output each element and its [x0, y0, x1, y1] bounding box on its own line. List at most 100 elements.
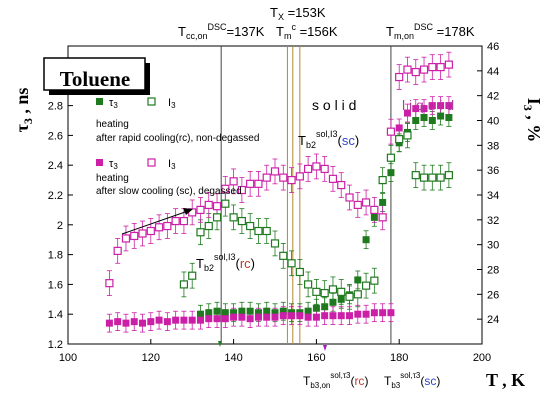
- data-point-I3-rc: [337, 287, 346, 296]
- data-point-I3-sc: [138, 229, 147, 238]
- data-point-τ3-rc: [238, 307, 246, 315]
- y-right-tick-label: 36: [487, 165, 499, 177]
- data-point-τ3-rc: [221, 309, 229, 317]
- tb3-sc-label: Tb3sol,τ3(sc): [384, 371, 440, 390]
- data-point-τ3-sc: [205, 315, 213, 323]
- data-point-τ3-rc: [412, 117, 420, 124]
- legend-tau-sc-label: τ3: [109, 158, 118, 171]
- data-point-τ3-sc: [354, 310, 362, 318]
- data-point-τ3-sc: [379, 309, 387, 317]
- data-point-τ3-sc: [263, 313, 271, 321]
- data-point-I3-sc: [411, 67, 420, 77]
- data-point-I3-rc: [295, 267, 304, 277]
- legend-i3-sc-marker: [147, 158, 156, 167]
- data-point-I3-rc: [237, 216, 246, 226]
- data-point-τ3-sc: [387, 309, 395, 317]
- data-point-τ3-sc: [288, 312, 296, 320]
- data-point-τ3-rc: [445, 114, 453, 122]
- liquid-label: l i q u i d: [402, 97, 454, 113]
- data-point-I3-rc: [246, 221, 255, 231]
- data-point-I3-sc: [403, 65, 412, 74]
- data-point-τ3-rc: [312, 304, 320, 312]
- data-point-I3-rc: [328, 285, 338, 294]
- data-point-τ3-sc: [346, 312, 354, 320]
- data-point-I3-sc: [295, 172, 304, 181]
- tx-annotation: TX =153K: [270, 5, 326, 22]
- data-point-I3-sc: [105, 279, 114, 288]
- data-point-I3-rc: [312, 287, 321, 296]
- data-point-I3-rc: [419, 173, 429, 182]
- data-point-I3-sc: [428, 63, 437, 72]
- data-point-I3-rc: [345, 292, 354, 301]
- data-point-τ3-sc: [188, 316, 196, 324]
- data-point-τ3-sc: [279, 312, 287, 320]
- data-point-I3-rc: [262, 226, 271, 236]
- data-point-I3-sc: [146, 226, 155, 236]
- data-point-I3-rc: [287, 259, 296, 268]
- data-point-I3-sc: [436, 63, 445, 72]
- data-point-I3-rc: [254, 226, 263, 236]
- data-point-I3-sc: [179, 216, 189, 226]
- data-point-τ3-sc: [403, 109, 411, 117]
- data-point-τ3-sc: [139, 319, 147, 327]
- data-point-I3-sc: [196, 205, 205, 214]
- data-point-τ3-rc: [271, 309, 279, 317]
- data-point-I3-sc: [130, 231, 139, 241]
- data-point-I3-sc: [279, 173, 288, 182]
- data-point-I3-sc: [320, 164, 329, 174]
- data-point-I3-sc: [121, 234, 131, 243]
- data-point-τ3-sc: [114, 318, 122, 326]
- data-point-τ3-rc: [254, 309, 262, 317]
- data-point-I3-sc: [370, 205, 379, 214]
- data-point-I3-rc: [304, 280, 313, 289]
- data-point-I3-rc: [370, 276, 379, 285]
- data-point-τ3-sc: [445, 102, 453, 110]
- x-tick-label: 140: [224, 352, 242, 364]
- data-point-τ3-rc: [354, 276, 362, 284]
- chart-title: Toluene: [60, 67, 130, 91]
- data-point-I3-sc: [304, 164, 313, 174]
- data-point-I3-rc: [179, 280, 189, 289]
- x-tick-label: 180: [390, 352, 408, 364]
- data-point-I3-sc: [345, 193, 354, 202]
- data-point-τ3-sc: [337, 312, 345, 320]
- y-right-label: I3 , %: [521, 98, 544, 143]
- data-points: [105, 60, 453, 327]
- data-point-I3-rc: [428, 173, 437, 182]
- data-point-τ3-rc: [263, 307, 271, 315]
- data-point-τ3-sc: [147, 318, 155, 326]
- data-point-I3-rc: [229, 213, 238, 222]
- data-point-τ3-sc: [180, 316, 188, 324]
- data-point-τ3-sc: [122, 319, 130, 327]
- data-point-I3-rc: [403, 131, 412, 140]
- tm-annotation: Tmc =156K: [276, 22, 338, 41]
- data-point-τ3-sc: [321, 312, 329, 320]
- data-point-I3-sc: [237, 185, 246, 195]
- data-point-I3-sc: [378, 213, 387, 222]
- data-point-τ3-rc: [213, 307, 221, 315]
- data-point-I3-rc: [436, 173, 445, 182]
- data-point-τ3-sc: [362, 310, 370, 318]
- data-point-I3-sc: [154, 223, 164, 232]
- data-point-τ3-sc: [163, 318, 171, 326]
- legend-tau-rc-marker: [96, 98, 103, 105]
- tcc-arrow: [218, 341, 222, 347]
- y-left-tick-label: 2.6: [48, 130, 63, 142]
- data-point-I3-rc: [196, 228, 205, 237]
- data-point-τ3-sc: [230, 313, 238, 321]
- data-point-I3-sc: [262, 173, 271, 182]
- tmon-annotation: Tm,onDSC =178K: [386, 22, 475, 41]
- y-right-tick-label: 26: [487, 289, 499, 301]
- y-left-tick-label: 2.2: [48, 190, 63, 202]
- y-right-tick-label: 40: [487, 116, 499, 128]
- data-point-I3-sc: [246, 179, 255, 188]
- solid-label: s o l i d: [312, 97, 356, 113]
- x-tick-label: 120: [142, 352, 160, 364]
- legend-sc-note-2: after slow cooling (sc), degassed: [96, 186, 242, 197]
- data-point-I3-sc: [270, 167, 280, 176]
- data-point-I3-rc: [270, 239, 280, 248]
- data-point-I3-rc: [353, 290, 362, 299]
- data-point-τ3-sc: [420, 105, 428, 113]
- vertical-lines: [220, 46, 392, 344]
- data-point-τ3-rc: [279, 307, 287, 315]
